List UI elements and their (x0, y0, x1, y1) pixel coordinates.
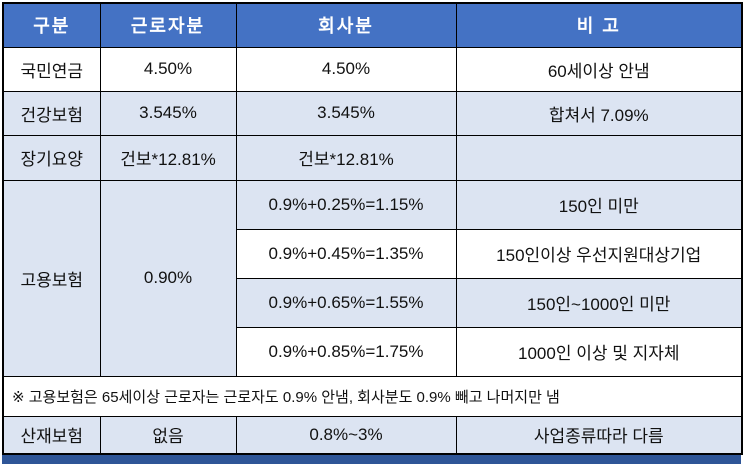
bottom-accent-bar (2, 455, 741, 464)
employment-company-rate-cell: 0.9%+0.85%=1.75% (235, 326, 457, 377)
footnote-row: ※ 고용보험은 65세이상 근로자는 근로자도 0.9% 안냄, 회사분도 0.… (2, 375, 743, 417)
remark-cell: 60세이상 안냄 (455, 46, 743, 92)
insurance-rate-table-wrapper: 구분 근로자분 회사분 비 고 국민연금 4.50% 4.50% 60세이상 안… (2, 2, 743, 455)
insurance-name-cell: 장기요양 (2, 134, 101, 181)
worker-rate-cell: 3.545% (99, 90, 237, 136)
remark-cell (455, 134, 743, 181)
insurance-name-cell: 고용보험 (2, 179, 101, 377)
worker-rate-cell: 건보*12.81% (99, 134, 237, 181)
remark-header-cell: 비 고 (455, 2, 743, 48)
employment-company-rate-cell: 0.9%+0.25%=1.15% (235, 179, 457, 230)
company-rate-cell: 건보*12.81% (235, 134, 457, 181)
worker-rate-cell: 0.90% (99, 179, 237, 377)
worker-share-header-cell: 근로자분 (99, 2, 237, 48)
employment-remark-cell: 1000인 이상 및 지자체 (455, 326, 743, 377)
worker-rate-cell: 없음 (99, 415, 237, 455)
company-rate-cell: 3.545% (235, 90, 457, 136)
category-header-cell: 구분 (2, 2, 101, 48)
worker-rate-cell: 4.50% (99, 46, 237, 92)
insurance-name-cell: 산재보험 (2, 415, 101, 455)
remark-cell: 합쳐서 7.09% (455, 90, 743, 136)
industrial-accident-row: 산재보험 없음 0.8%~3% 사업종류따라 다름 (2, 415, 743, 455)
longterm-care-row: 장기요양 건보*12.81% 건보*12.81% (2, 134, 743, 181)
employment-company-rate-cell: 0.9%+0.65%=1.55% (235, 277, 457, 328)
footnote-cell: ※ 고용보험은 65세이상 근로자는 근로자도 0.9% 안냄, 회사분도 0.… (2, 375, 743, 417)
insurance-name-cell: 건강보험 (2, 90, 101, 136)
employment-row-4: 0.9%+0.85%=1.75% 1000인 이상 및 지자체 (3, 326, 743, 377)
insurance-name-cell: 국민연금 (2, 46, 101, 92)
company-rate-cell: 4.50% (235, 46, 457, 92)
company-rate-cell: 0.8%~3% (235, 415, 457, 455)
health-insurance-row: 건강보험 3.545% 3.545% 합쳐서 7.09% (2, 90, 743, 136)
company-share-header-cell: 회사분 (235, 2, 457, 48)
employment-company-rate-cell: 0.9%+0.45%=1.35% (235, 228, 457, 279)
national-pension-row: 국민연금 4.50% 4.50% 60세이상 안냄 (2, 46, 743, 92)
header-row: 구분 근로자분 회사분 비 고 (2, 2, 743, 48)
employment-remark-cell: 150인 미만 (455, 179, 743, 230)
insurance-rate-table: 구분 근로자분 회사분 비 고 국민연금 4.50% 4.50% 60세이상 안… (2, 2, 743, 455)
employment-remark-cell: 150인~1000인 미만 (455, 277, 743, 328)
employment-row-2: 0.9%+0.45%=1.35% 150인이상 우선지원대상기업 (3, 228, 743, 279)
remark-cell: 사업종류따라 다름 (455, 415, 743, 455)
employment-row-3: 0.9%+0.65%=1.55% 150인~1000인 미만 (3, 277, 743, 328)
employment-remark-cell: 150인이상 우선지원대상기업 (455, 228, 743, 279)
employment-row-1: 고용보험 0.90% 0.9%+0.25%=1.15% 150인 미만 (2, 179, 743, 377)
